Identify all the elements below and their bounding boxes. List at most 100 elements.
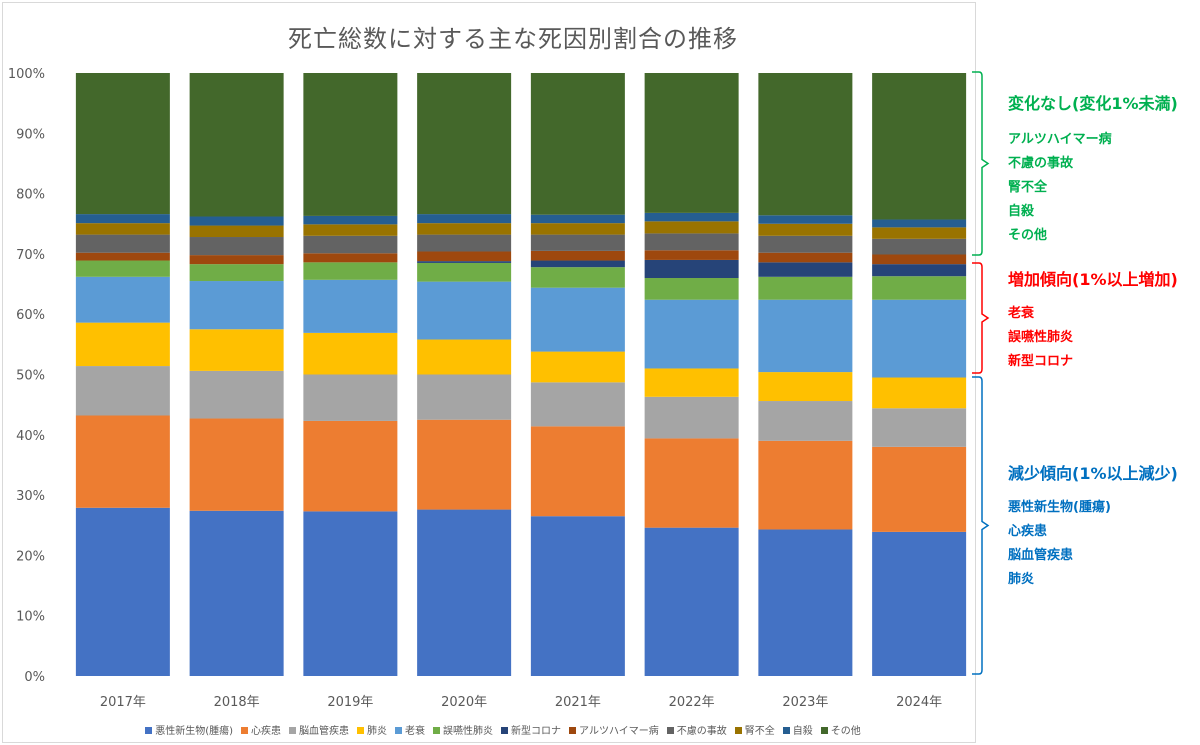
- bar-segment: [872, 299, 967, 378]
- bar-segment: [872, 227, 967, 239]
- bar-segment: [644, 250, 739, 260]
- x-tick-label: 2024年: [896, 695, 942, 710]
- group-item: 腎不全: [1008, 180, 1048, 195]
- group-item: 心疾患: [1008, 524, 1048, 539]
- legend-swatch: [145, 727, 153, 734]
- bar-segment: [189, 329, 284, 371]
- trend-annotations: 変化なし(変化1%未満) アルツハイマー病 不慮の事故 腎不全 自殺 その他 増加傾向(1%…: [960, 60, 1200, 690]
- bar-segment: [644, 396, 739, 439]
- group-item: 脳血管疾患: [1008, 548, 1074, 563]
- bar-segment: [530, 351, 625, 383]
- bar-segment: [417, 73, 512, 215]
- bar-segment: [303, 511, 398, 676]
- bar-segment: [189, 264, 284, 282]
- bar-segment: [758, 223, 853, 236]
- legend-swatch: [241, 727, 249, 734]
- legend-label: 不慮の事故: [676, 726, 727, 737]
- bar-segment: [417, 261, 512, 263]
- bar-segment: [417, 234, 512, 252]
- bar-segment: [758, 372, 853, 402]
- bar-segment: [75, 322, 170, 367]
- legend-swatch: [357, 727, 365, 734]
- legend-swatch: [666, 727, 674, 734]
- bar-segment: [872, 254, 967, 265]
- group-item: その他: [1008, 228, 1048, 243]
- legend-label: 誤嚥性肺炎: [443, 726, 494, 737]
- y-tick-label: 60%: [16, 308, 45, 323]
- bar-segment: [530, 516, 625, 676]
- y-tick-label: 80%: [16, 188, 45, 203]
- legend-item: 新型コロナ: [501, 722, 561, 737]
- bar-segment: [758, 529, 853, 676]
- legend-swatch: [569, 727, 577, 734]
- bar-segment: [530, 73, 625, 215]
- legend-item: 老衰: [395, 722, 425, 737]
- y-tick-label: 40%: [16, 429, 45, 444]
- x-tick-label: 2023年: [782, 695, 828, 710]
- bar-segment: [758, 440, 853, 530]
- stacked-bar-plot: 0% 10% 20% 30% 40% 50% 60% 70% 80% 90% 100% 2017年 20…: [8, 67, 967, 710]
- legend: 悪性新生物(腫瘍) 心疾患 脳血管疾患 肺炎 老衰 誤嚥性肺炎 新型コロナ アルツハイマー病 不…: [63, 722, 943, 737]
- bar-segment: [758, 299, 853, 373]
- group-item: 新型コロナ: [1008, 354, 1074, 369]
- bar-segment: [303, 235, 398, 254]
- bar-segment: [75, 366, 170, 416]
- chart-frame: 死亡総数に対する主な死因別割合の推移 0% 10% 20% 30% 40% 50% 60% 7…: [2, 2, 976, 743]
- legend-swatch: [820, 727, 828, 734]
- bar-segment: [872, 377, 967, 409]
- bar-segment: [189, 418, 284, 511]
- group-bracket: [972, 71, 990, 256]
- legend-swatch: [289, 727, 297, 734]
- bar-segment: [872, 531, 967, 676]
- group-item: 自殺: [1008, 204, 1035, 219]
- group-item: 老衰: [1008, 306, 1035, 321]
- group-heading: 増加傾向(1%以上増加): [1008, 270, 1178, 289]
- legend-swatch: [734, 727, 742, 734]
- bar-segment: [530, 426, 625, 517]
- bar-segment: [189, 510, 284, 676]
- bar-segment: [417, 281, 512, 340]
- bar-segment: [303, 332, 398, 375]
- y-tick-label: 20%: [16, 549, 45, 564]
- bar-segment: [189, 370, 284, 419]
- bar-segment: [644, 73, 739, 213]
- group-bracket: [972, 376, 990, 675]
- chart-title: 死亡総数に対する主な死因別割合の推移: [288, 25, 738, 53]
- bar-segment: [644, 438, 739, 528]
- group-heading: 変化なし(変化1%未満): [1008, 94, 1178, 113]
- group-item: 肺炎: [1008, 572, 1035, 587]
- bar-segment: [75, 415, 170, 508]
- bar-segment: [644, 368, 739, 397]
- bar-segment: [872, 219, 967, 228]
- group-heading: 減少傾向(1%以上減少): [1008, 464, 1178, 483]
- legend-item: 悪性新生物(腫瘍): [145, 722, 233, 737]
- bar-segment: [417, 339, 512, 375]
- y-tick-label: 90%: [16, 127, 45, 142]
- bar-segment: [872, 238, 967, 255]
- bar-segment: [644, 259, 739, 279]
- group-bracket: [972, 262, 990, 374]
- bar-segment: [530, 214, 625, 224]
- bar-segment: [189, 255, 284, 265]
- bar-segment: [530, 260, 625, 268]
- legend-item: 腎不全: [734, 722, 775, 737]
- bar-segment: [417, 251, 512, 262]
- bar-segment: [417, 509, 512, 676]
- brackets: [972, 71, 990, 675]
- legend-item: 不慮の事故: [666, 722, 727, 737]
- bar-segment: [75, 276, 170, 323]
- bar-segment: [189, 237, 284, 256]
- legend-item: アルツハイマー病: [569, 722, 659, 737]
- legend-label: その他: [830, 726, 861, 737]
- bar-segment: [530, 382, 625, 427]
- legend-swatch: [433, 727, 441, 734]
- legend-label: 心疾患: [251, 726, 282, 737]
- legend-item: 心疾患: [241, 722, 281, 737]
- bar-segment: [872, 276, 967, 300]
- bar-segment: [75, 507, 170, 676]
- bar-segment: [303, 253, 398, 263]
- legend-item: その他: [820, 722, 861, 737]
- y-tick-label: 0%: [24, 670, 45, 685]
- bar-segment: [644, 278, 739, 300]
- bar-segment: [530, 223, 625, 235]
